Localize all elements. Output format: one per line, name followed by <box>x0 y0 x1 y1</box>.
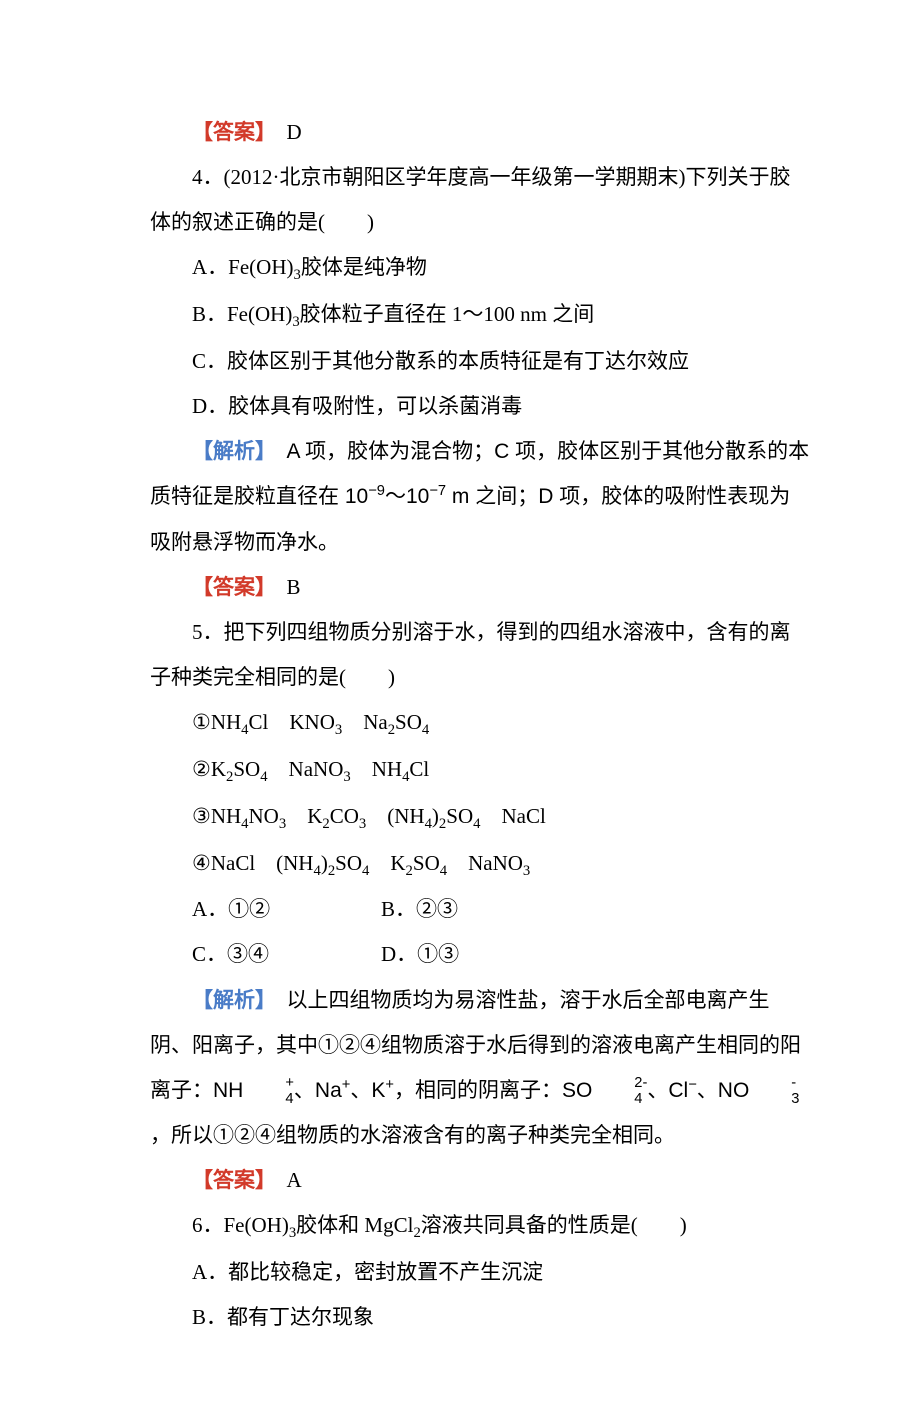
no3-ion: -3 <box>749 1076 799 1106</box>
q5a6: 、NO <box>697 1079 750 1102</box>
q5a4: ，相同的阴离子：SO <box>394 1079 592 1102</box>
g3g: SO <box>446 804 473 828</box>
q5-group-2: ②K2SO4 NaNO3 NH4Cl <box>150 747 810 794</box>
g2d: NH <box>351 757 402 781</box>
g3es: 4 <box>425 816 432 832</box>
page: 【答案】 D 4．(2012·北京市朝阳区学年度高一年级第一学期期末)下列关于胶… <box>0 0 920 1420</box>
nh4sub: 4 <box>243 1092 294 1107</box>
g4as: 4 <box>313 863 320 879</box>
q4-exp1: −9 <box>368 483 385 499</box>
q4-answer-value: B <box>287 575 301 599</box>
q4-analysis: 【解析】 A 项，胶体为混合物；C 项，胶体区别于其他分散系的本质特征是胶粒直径… <box>150 429 810 564</box>
q5a3: 、K <box>350 1079 385 1102</box>
q5a7: ，所以①②④组物质的水溶液含有的离子种类完全相同。 <box>150 1124 675 1147</box>
g3d: CO <box>330 804 359 828</box>
q4-optB-a: B．Fe(OH) <box>192 302 292 326</box>
q3-answer-line: 【答案】 D <box>150 110 810 155</box>
q6sc: 溶液共同具备的性质是( ) <box>421 1213 687 1237</box>
q4-option-b: B．Fe(OH)3胶体粒子直径在 1～100 nm 之间 <box>150 292 810 339</box>
q4-answer-line: 【答案】 B <box>150 565 810 610</box>
q5-option-b: B．②③ <box>381 887 810 932</box>
q5-options-row1: A．①② B．②③ <box>150 887 810 932</box>
g1c: Na <box>342 710 388 734</box>
q5-group-4: ④NaCl (NH4)2SO4 K2SO4 NaNO3 <box>150 841 810 888</box>
q4-optA-a: A．Fe(OH) <box>192 255 293 279</box>
analysis-label: 【解析】 <box>192 440 266 463</box>
q6-stem: 6．Fe(OH)3胶体和 MgCl2溶液共同具备的性质是( ) <box>150 1203 810 1250</box>
q4-exp2: −7 <box>429 483 446 499</box>
g1cs: 2 <box>388 722 395 738</box>
g1a: ①NH <box>192 710 241 734</box>
g2cs: 3 <box>343 769 350 785</box>
g4a: ④NaCl (NH <box>192 851 313 875</box>
g4fs: 3 <box>523 863 530 879</box>
q4-option-c: C．胶体区别于其他分散系的本质特征是有丁达尔效应 <box>150 339 810 384</box>
q6sa: 6．Fe(OH) <box>192 1213 289 1237</box>
g3e: (NH <box>366 804 424 828</box>
answer-label: 【答案】 <box>192 575 266 599</box>
q5-options-row2: C．③④ D．①③ <box>150 932 810 977</box>
nh4-ion: +4 <box>243 1076 294 1106</box>
g1ds: 4 <box>422 722 429 738</box>
q4-option-d: D．胶体具有吸附性，可以杀菌消毒 <box>150 384 810 429</box>
no3sup: - <box>749 1076 799 1091</box>
g2c: NaNO <box>268 757 344 781</box>
q6sbs: 2 <box>413 1226 420 1242</box>
q4-stem: 4．(2012·北京市朝阳区学年度高一年级第一学期期末)下列关于胶体的叙述正确的… <box>150 155 810 245</box>
q5-answer-value: A <box>287 1168 302 1192</box>
g3as: 4 <box>241 816 248 832</box>
q5a5: 、Cl <box>647 1079 688 1102</box>
g4f: NaNO <box>447 851 523 875</box>
g3f: ) <box>432 804 439 828</box>
g4c: SO <box>335 851 362 875</box>
g4b: ) <box>321 851 328 875</box>
g2b: SO <box>233 757 260 781</box>
analysis-label: 【解析】 <box>192 989 266 1012</box>
q6-option-b: B．都有丁达尔现象 <box>150 1295 810 1340</box>
q5-group-3: ③NH4NO3 K2CO3 (NH4)2SO4 NaCl <box>150 794 810 841</box>
nh4sup: + <box>243 1076 294 1091</box>
q3-answer-value: D <box>287 120 302 144</box>
g3b: NO <box>249 804 279 828</box>
g1as: 4 <box>241 722 248 738</box>
g3cs: 2 <box>322 816 329 832</box>
answer-label: 【答案】 <box>192 1168 266 1192</box>
q4-optB-tail: 胶体粒子直径在 1～100 nm 之间 <box>300 302 595 326</box>
g4e: SO <box>413 851 440 875</box>
g1b: Cl KNO <box>249 710 335 734</box>
q6sb: 胶体和 MgCl <box>296 1213 413 1237</box>
q5-answer-line: 【答案】 A <box>150 1158 810 1203</box>
q5-analysis: 【解析】 以上四组物质均为易溶性盐，溶于水后全部电离产生阴、阳离子，其中①②④组… <box>150 978 810 1159</box>
q5-stem: 5．把下列四组物质分别溶于水，得到的四组水溶液中，含有的离子种类完全相同的是( … <box>150 610 810 700</box>
q4-optB-sub: 3 <box>292 314 299 330</box>
so4-ion: 2-4 <box>592 1076 647 1106</box>
g2e: Cl <box>409 757 429 781</box>
no3sub: 3 <box>749 1092 799 1107</box>
q5-option-a: A．①② <box>150 887 381 932</box>
q4-optA-tail: 胶体是纯净物 <box>301 255 427 279</box>
clsup: − <box>688 1077 697 1093</box>
g3c: K <box>286 804 322 828</box>
so4sup: 2- <box>592 1076 647 1091</box>
g2bs: 4 <box>260 769 267 785</box>
q5-option-d: D．①③ <box>381 932 810 977</box>
q5-option-c: C．③④ <box>150 932 381 977</box>
answer-label: 【答案】 <box>192 120 266 144</box>
q4-analysis-m1: ～10 <box>385 485 429 508</box>
q4-option-a: A．Fe(OH)3胶体是纯净物 <box>150 245 810 292</box>
g4es: 4 <box>440 863 447 879</box>
g1d: SO <box>395 710 422 734</box>
g3a: ③NH <box>192 804 241 828</box>
q5-group-1: ①NH4Cl KNO3 Na2SO4 <box>150 700 810 747</box>
q4-optA-sub: 3 <box>293 268 300 284</box>
q6-option-a: A．都比较稳定，密封放置不产生沉淀 <box>150 1250 810 1295</box>
ksup: + <box>385 1077 394 1093</box>
g4d: K <box>369 851 405 875</box>
g2a: ②K <box>192 757 226 781</box>
g3h: NaCl <box>480 804 545 828</box>
so4sub: 4 <box>592 1092 647 1107</box>
g4ds: 2 <box>406 863 413 879</box>
q5a2: 、Na <box>294 1079 342 1102</box>
